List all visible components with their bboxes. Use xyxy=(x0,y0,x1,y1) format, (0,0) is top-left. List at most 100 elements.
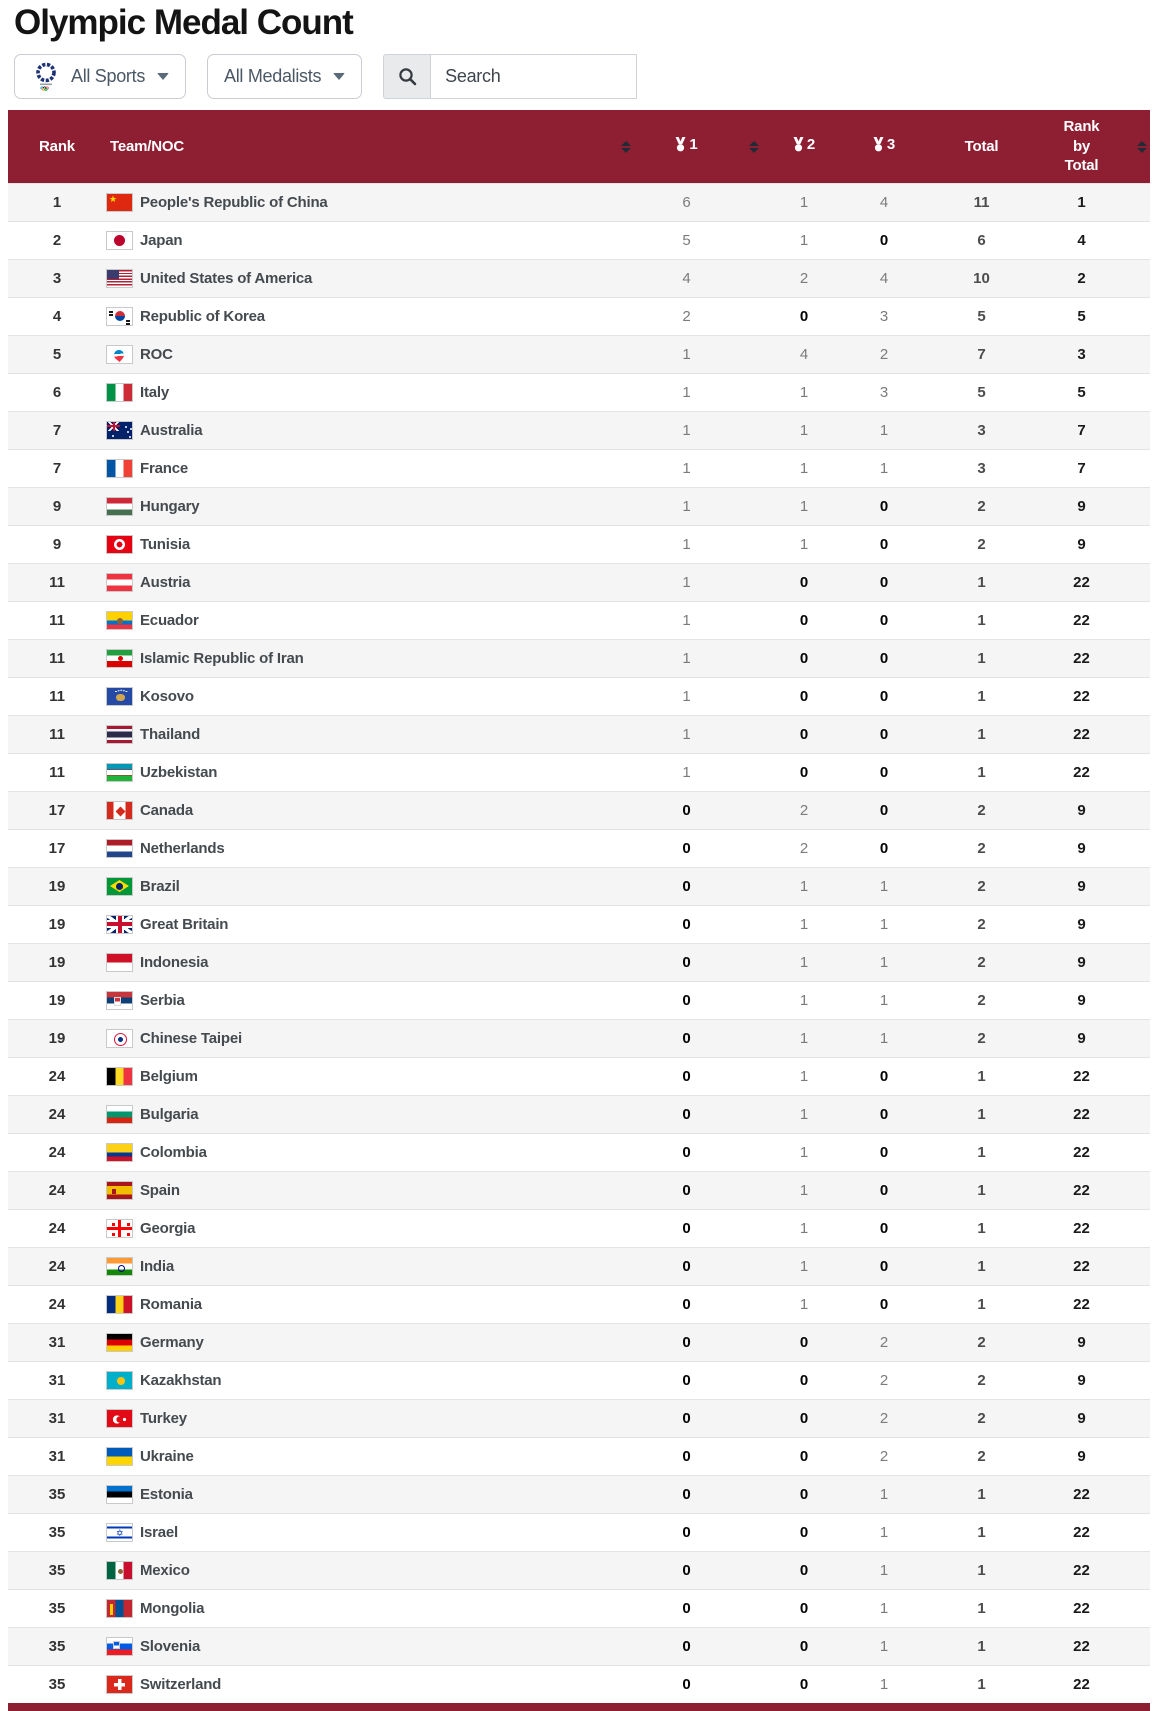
silver-cell: 1 xyxy=(799,1219,809,1237)
country-flag-icon xyxy=(106,458,133,478)
search-input[interactable] xyxy=(430,54,638,99)
gold-cell: 1 xyxy=(682,649,691,667)
total-cell: 2 xyxy=(977,1371,986,1389)
country-name: Serbia xyxy=(140,991,185,1009)
bronze-cell: 4 xyxy=(879,269,889,287)
rank-by-total-cell: 22 xyxy=(1073,1067,1090,1085)
total-column-header[interactable]: Total xyxy=(934,110,1029,183)
bronze-cell: 1 xyxy=(879,1637,889,1655)
silver-column-header[interactable]: 2 xyxy=(774,110,834,183)
total-cell: 2 xyxy=(977,801,986,819)
gold-cell: 1 xyxy=(682,497,691,515)
silver-cell: 0 xyxy=(799,1409,809,1427)
total-cell: 1 xyxy=(977,1637,986,1655)
country-name: Thailand xyxy=(140,725,201,743)
rank-cell: 19 xyxy=(48,1029,66,1047)
table-row: 19 Brazil 0 1 1 2 9 xyxy=(8,867,1150,905)
rank-by-total-cell: 22 xyxy=(1073,725,1090,743)
gold-cell: 0 xyxy=(682,1447,691,1465)
total-cell: 1 xyxy=(977,1143,986,1161)
total-cell: 1 xyxy=(977,1105,986,1123)
medalists-filter-dropdown[interactable]: All Medalists xyxy=(207,54,363,99)
country-name: Estonia xyxy=(140,1485,193,1503)
country-flag-icon xyxy=(106,1180,133,1200)
gold-cell: 1 xyxy=(682,421,691,439)
country-name: Colombia xyxy=(140,1143,207,1161)
total-cell: 10 xyxy=(973,269,990,287)
country-flag-icon xyxy=(106,838,133,858)
country-flag-icon xyxy=(106,1674,133,1694)
bronze-cell: 0 xyxy=(879,611,889,629)
rank-by-total-cell: 5 xyxy=(1077,307,1086,325)
search-button[interactable] xyxy=(383,54,431,99)
silver-cell: 4 xyxy=(799,345,809,363)
total-cell: 2 xyxy=(977,1333,986,1351)
total-cell: 1 xyxy=(977,725,986,743)
gold-cell: 2 xyxy=(682,307,691,325)
rank-by-total-cell: 22 xyxy=(1073,1257,1090,1275)
table-row: 19 Great Britain 0 1 1 2 9 xyxy=(8,905,1150,943)
country-flag-icon xyxy=(106,268,133,288)
rank-column-header[interactable]: Rank xyxy=(8,110,106,183)
total-cell: 1 xyxy=(977,1599,986,1617)
sort-gold-button[interactable] xyxy=(734,110,774,183)
sort-rank-by-total-button[interactable] xyxy=(1134,110,1150,183)
table-row: 11 Uzbekistan 1 0 0 1 22 xyxy=(8,753,1150,791)
bronze-column-header[interactable]: 3 xyxy=(834,110,934,183)
rank-by-total-cell: 22 xyxy=(1073,1105,1090,1123)
gold-cell: 1 xyxy=(682,535,691,553)
sort-team-button[interactable] xyxy=(613,110,639,183)
table-row: 4 Republic of Korea 2 0 3 5 5 xyxy=(8,297,1150,335)
rank-cell: 11 xyxy=(49,725,65,743)
rank-by-total-cell: 22 xyxy=(1073,1295,1090,1313)
silver-cell: 1 xyxy=(799,991,809,1009)
gold-cell: 0 xyxy=(682,1675,691,1693)
total-cell: 2 xyxy=(977,877,986,895)
country-name: Brazil xyxy=(140,877,180,895)
filter-bar: All Sports All Medalists xyxy=(14,54,1162,99)
table-header-row: Rank Team/NOC 1 xyxy=(8,110,1150,183)
silver-cell: 1 xyxy=(799,1029,809,1047)
medal-table-body: 1 People's Republic of China 6 1 4 11 1 … xyxy=(8,183,1150,1703)
country-name: Austria xyxy=(140,573,191,591)
rank-cell: 11 xyxy=(49,763,65,781)
total-cell: 1 xyxy=(977,763,986,781)
bronze-cell: 1 xyxy=(879,421,889,439)
bronze-cell: 1 xyxy=(879,1675,889,1693)
table-row: 24 Romania 0 1 0 1 22 xyxy=(8,1285,1150,1323)
country-name: Tunisia xyxy=(140,535,190,553)
country-flag-icon xyxy=(106,230,133,250)
total-cell: 2 xyxy=(977,1447,986,1465)
rank-cell: 24 xyxy=(48,1257,66,1275)
silver-cell: 1 xyxy=(799,193,809,211)
sports-filter-dropdown[interactable]: All Sports xyxy=(14,54,187,99)
country-name: Israel xyxy=(140,1523,178,1541)
country-flag-icon xyxy=(106,952,133,972)
bronze-cell: 4 xyxy=(879,193,889,211)
bronze-cell: 1 xyxy=(879,877,889,895)
gold-column-header[interactable]: 1 xyxy=(639,110,734,183)
gold-cell: 0 xyxy=(682,1485,691,1503)
country-name: Netherlands xyxy=(140,839,225,857)
bronze-column-label: 3 xyxy=(886,136,896,154)
rank-by-total-cell: 9 xyxy=(1077,1333,1086,1351)
rank-cell: 9 xyxy=(52,497,62,515)
country-flag-icon xyxy=(106,1142,133,1162)
country-name: Hungary xyxy=(140,497,200,515)
rank-by-total-column-header[interactable]: Rank by Total xyxy=(1029,110,1134,183)
table-row: 19 Indonesia 0 1 1 2 9 xyxy=(8,943,1150,981)
total-cell: 5 xyxy=(977,307,986,325)
gold-cell: 0 xyxy=(682,1105,691,1123)
bronze-cell: 1 xyxy=(879,1029,889,1047)
team-noc-column-header[interactable]: Team/NOC xyxy=(106,110,613,183)
table-row: 9 Hungary 1 1 0 2 9 xyxy=(8,487,1150,525)
gold-cell: 6 xyxy=(682,193,691,211)
table-row: 35 Mongolia 0 0 1 1 22 xyxy=(8,1589,1150,1627)
gold-cell: 5 xyxy=(682,231,691,249)
table-row: 7 Australia 1 1 1 3 7 xyxy=(8,411,1150,449)
rank-by-total-cell: 3 xyxy=(1077,345,1086,363)
bronze-cell: 0 xyxy=(879,1257,889,1275)
rank-cell: 24 xyxy=(48,1181,66,1199)
country-flag-icon xyxy=(106,1408,133,1428)
bronze-cell: 0 xyxy=(879,1143,889,1161)
